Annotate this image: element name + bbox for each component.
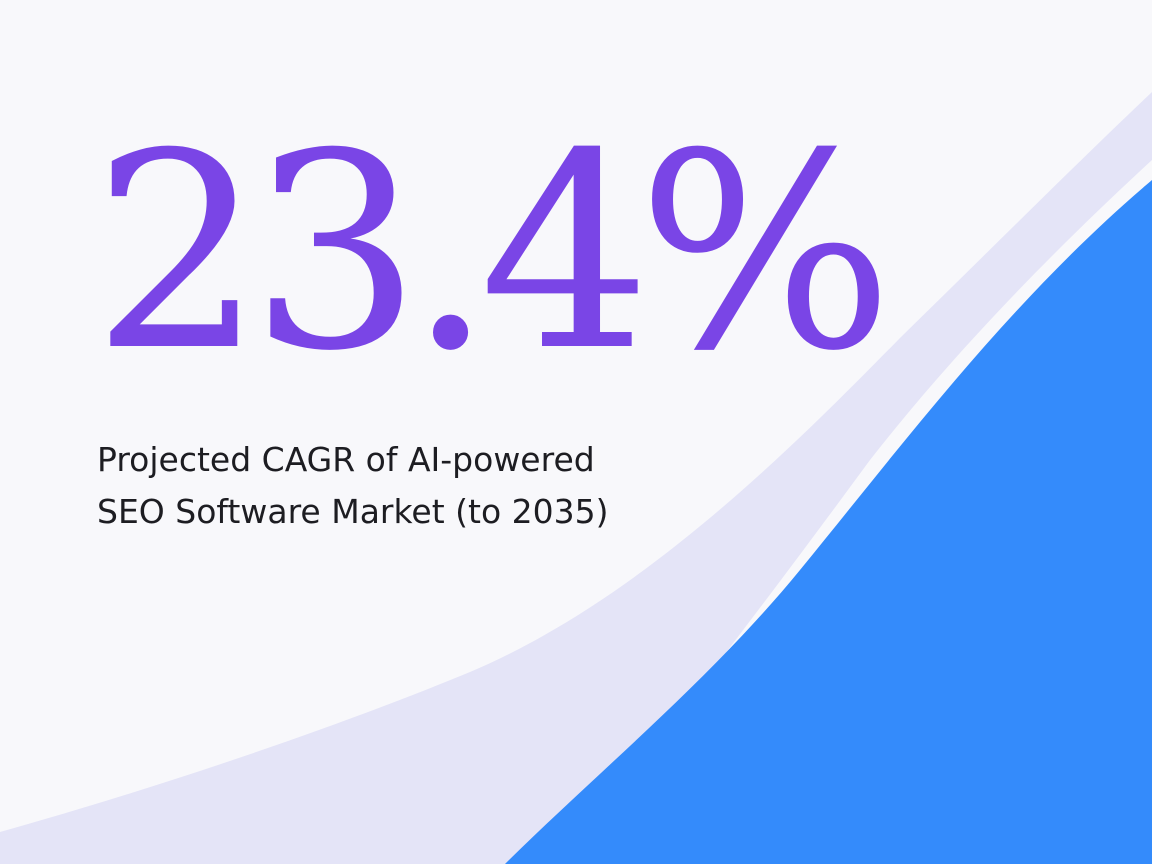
stat-value: 23.4% (92, 95, 894, 410)
stat-caption: Projected CAGR of AI-powered SEO Softwar… (97, 434, 717, 538)
blue-area-shape (505, 180, 1152, 864)
stat-caption-line-2: SEO Software Market (to 2035) (97, 492, 609, 531)
lavender-ribbon-shape (0, 92, 1152, 864)
stat-caption-line-1: Projected CAGR of AI-powered (97, 440, 595, 479)
